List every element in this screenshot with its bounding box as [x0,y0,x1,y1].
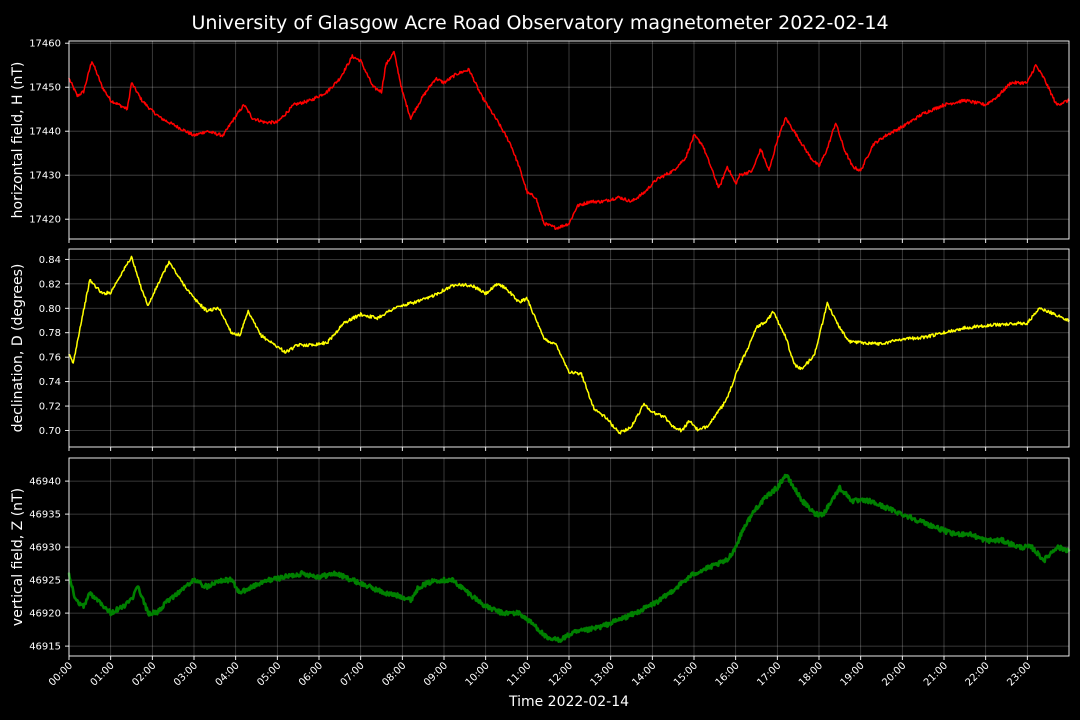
panel-d-yticks: 0.70 0.72 0.74 0.76 0.78 0.80 0.82 0.84 [39,255,69,437]
y-tick-label: 17440 [29,127,61,138]
y-tick-label: 0.74 [39,377,61,388]
y-tick-label: 46920 [29,609,61,620]
panel-h-xtickmarks [68,239,1028,243]
panel-z-xtickmarks [68,656,1028,660]
y-tick-label: 0.80 [39,304,61,315]
series-line-z [67,473,1071,643]
series-line-h [68,50,1070,231]
y-tick-label: 17430 [29,171,61,182]
panel-z-ylabel: vertical field, Z (nT) [10,488,26,626]
panel-d: 0.70 0.72 0.74 0.76 0.78 0.80 0.82 0.84 declina… [10,248,1070,451]
y-tick-label: 46940 [29,477,61,488]
panel-d-grid [68,249,1069,447]
series-line-d [68,255,1070,435]
panel-h-ylabel: horizontal field, H (nT) [10,62,26,219]
y-tick-label: 46930 [29,543,61,554]
panel-h-grid [68,41,1069,239]
y-tick-label: 0.70 [39,426,61,437]
y-tick-label: 0.82 [39,279,61,290]
y-tick-label: 17460 [29,39,61,50]
y-tick-label: 0.84 [39,255,61,266]
panel-d-xtickmarks [68,447,1028,451]
panel-d-ylabel: declination, D (degrees) [10,264,26,433]
y-tick-label: 0.72 [39,402,61,413]
x-axis-label: Time 2022-02-14 [508,694,629,710]
panel-h-yticks: 17420 17430 17440 17450 17460 [29,39,69,226]
chart-title: University of Glasgow Acre Road Observat… [191,12,888,34]
y-tick-label: 17420 [29,215,61,226]
panel-z-yticks: 46915 46920 46925 46930 46935 46940 [29,477,69,653]
y-tick-label: 46935 [29,510,61,521]
y-tick-label: 17450 [29,83,61,94]
y-tick-label: 0.78 [39,328,61,339]
y-tick-label: 0.76 [39,353,61,364]
y-tick-label: 46915 [29,642,61,653]
y-tick-label: 46925 [29,576,61,587]
panel-h: 17420 17430 17440 17450 17460 horizontal fie… [10,39,1070,243]
